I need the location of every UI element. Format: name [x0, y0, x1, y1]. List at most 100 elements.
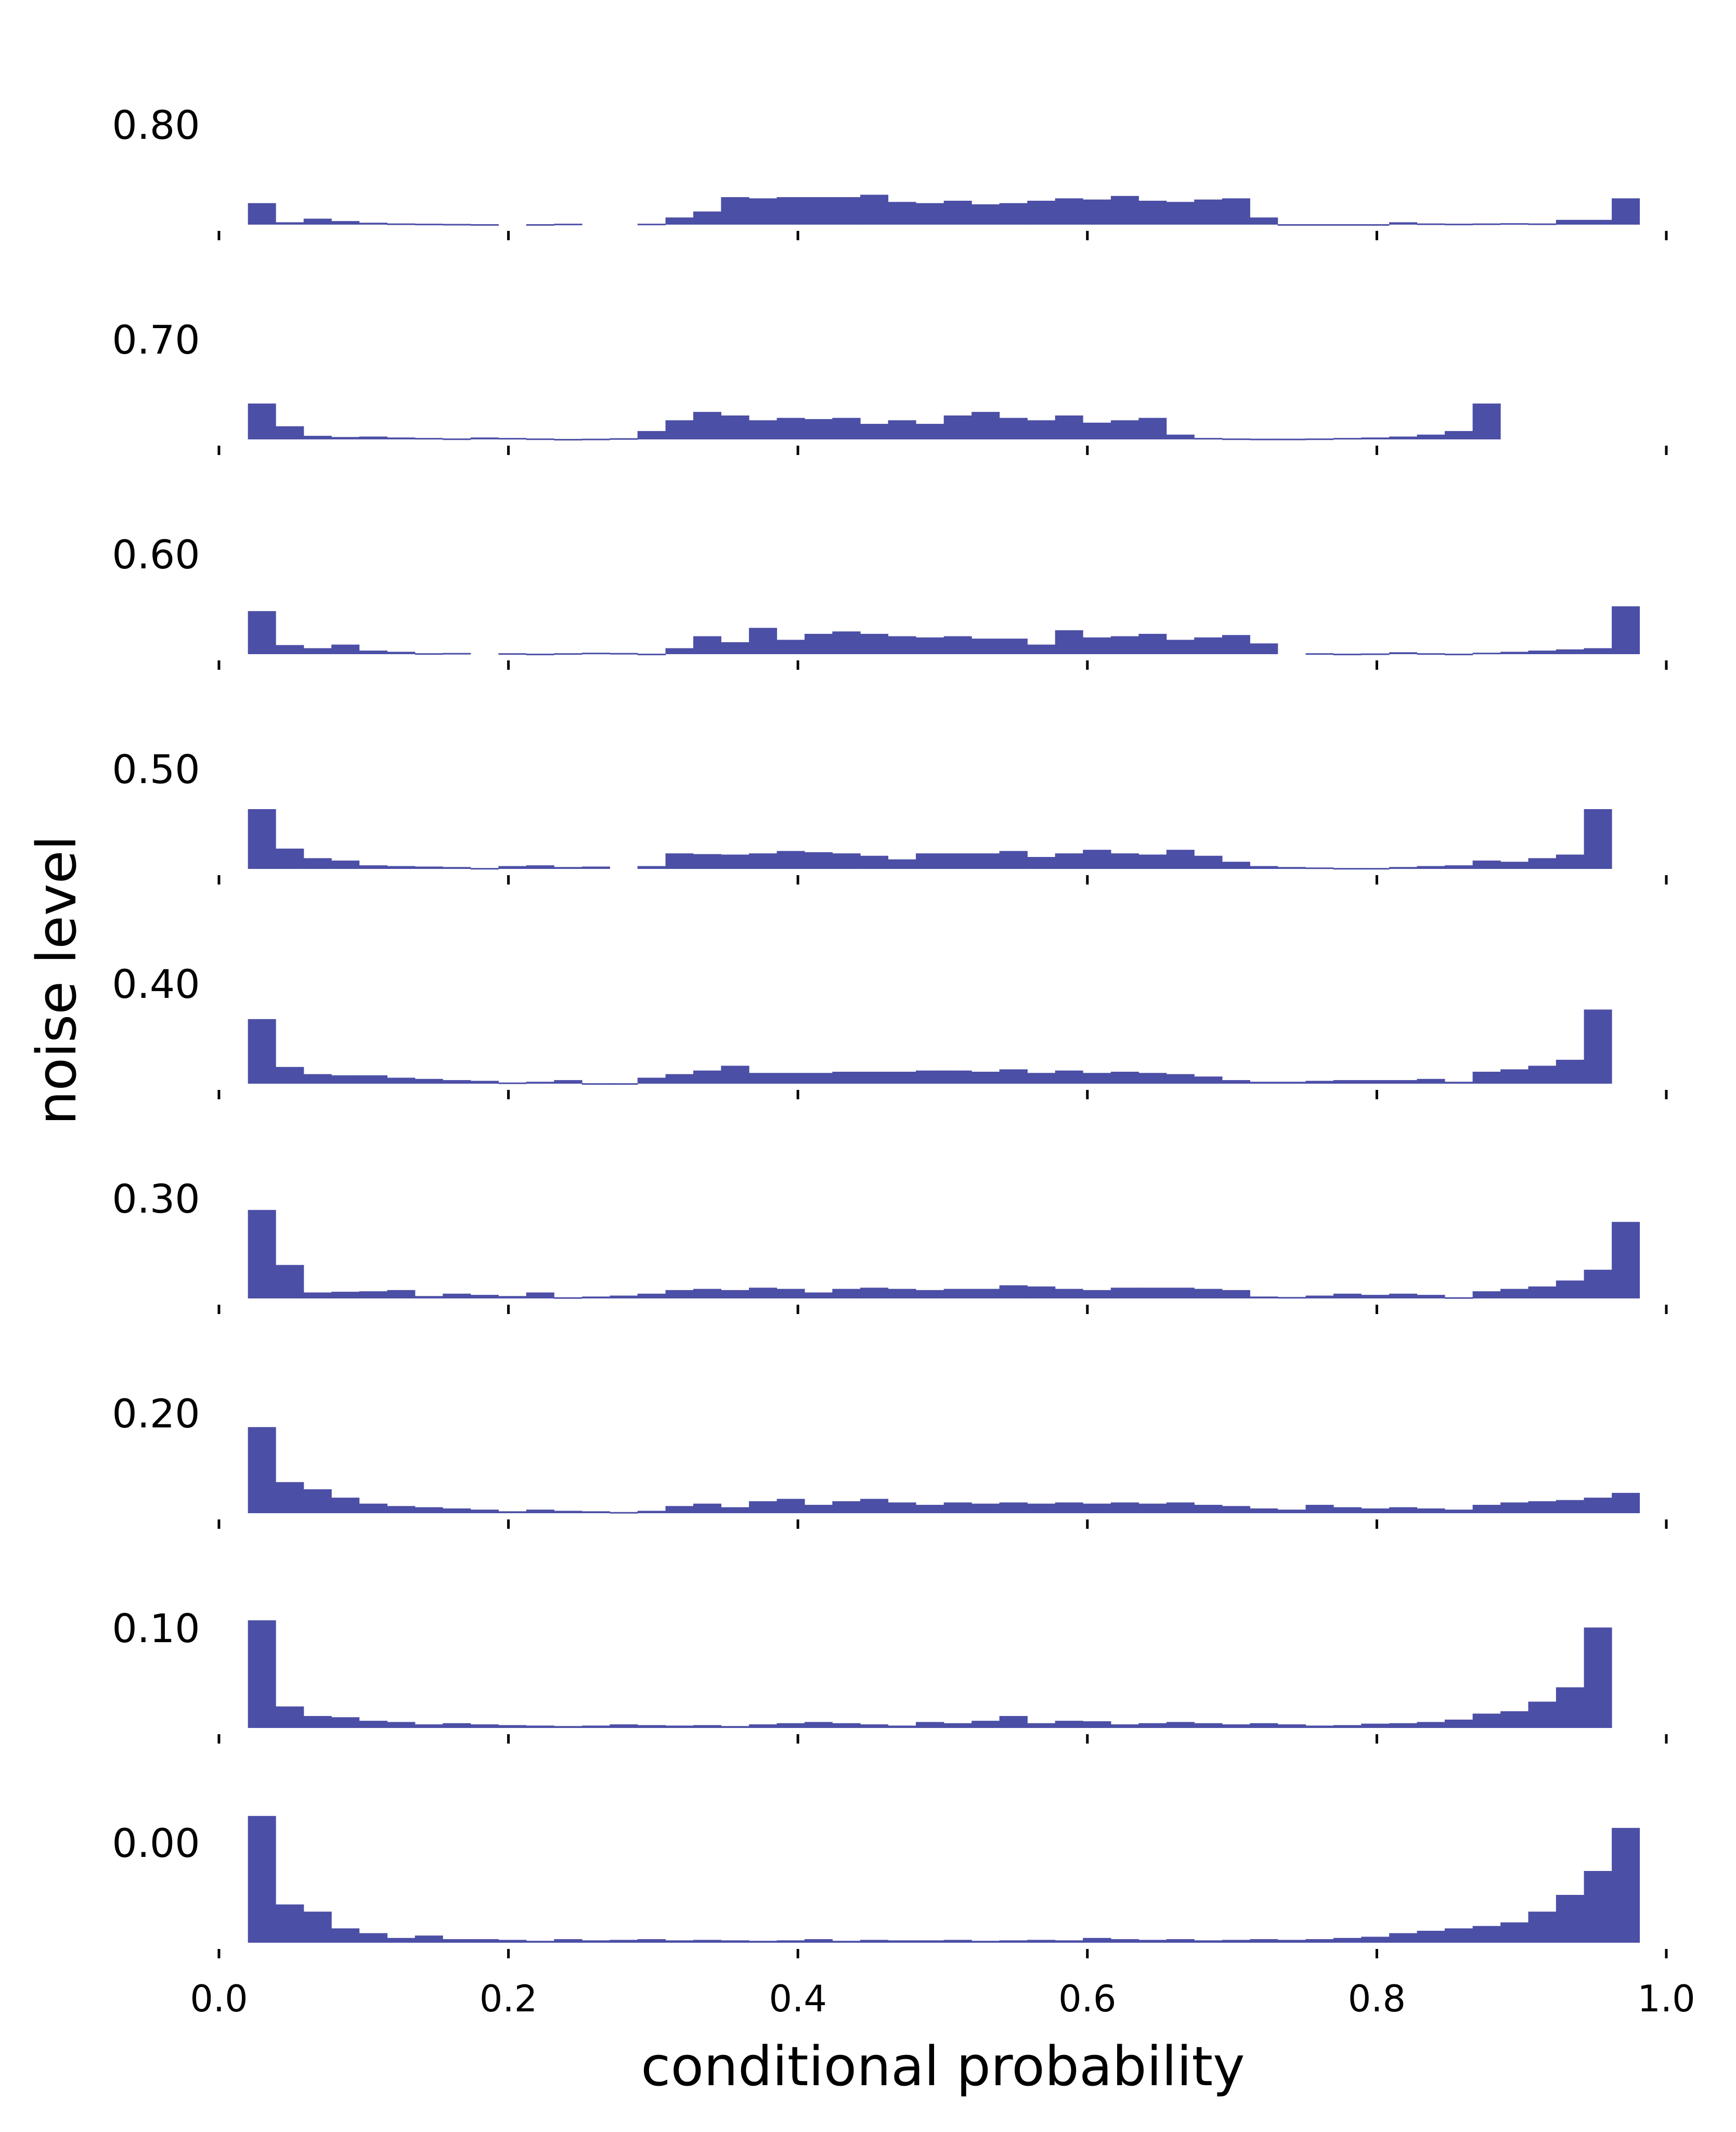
bar — [470, 224, 499, 226]
bar — [1194, 855, 1223, 869]
bar — [916, 1940, 944, 1943]
bar — [1166, 640, 1195, 654]
bar — [776, 197, 805, 225]
bar — [526, 865, 554, 869]
bar — [1472, 223, 1501, 225]
bar — [1333, 868, 1362, 870]
bar — [1417, 653, 1445, 655]
bar — [1584, 219, 1612, 225]
bar — [888, 859, 916, 869]
bar — [805, 633, 833, 654]
bar — [637, 1725, 666, 1728]
bar — [1110, 1502, 1139, 1513]
bar — [1277, 1940, 1306, 1943]
bar — [387, 1722, 416, 1728]
bar — [276, 645, 304, 654]
bar — [1027, 857, 1056, 869]
histogram-row-0.40: 0.40 — [112, 961, 1668, 1099]
bar — [693, 636, 721, 654]
bar — [1110, 1288, 1139, 1298]
bar — [331, 1928, 360, 1943]
bar — [303, 1489, 332, 1513]
bar — [999, 851, 1028, 869]
bar — [331, 1717, 360, 1728]
bar — [1222, 862, 1250, 869]
bar — [1250, 643, 1278, 654]
bar — [805, 1504, 833, 1513]
bar — [1389, 867, 1418, 869]
bar — [387, 652, 416, 654]
x-tick-label: 0.0 — [190, 1978, 248, 2020]
bar — [610, 438, 638, 440]
bar — [693, 211, 721, 225]
bar — [916, 853, 944, 869]
bar — [860, 633, 889, 654]
bar — [860, 1499, 889, 1513]
bar — [1612, 198, 1640, 225]
bar — [721, 1290, 749, 1298]
bar — [860, 1940, 889, 1943]
bar — [971, 1072, 1000, 1084]
bar — [1472, 1504, 1501, 1513]
bar — [1055, 1721, 1083, 1728]
bar — [971, 1941, 1000, 1943]
bar — [1472, 1291, 1501, 1298]
bar — [971, 412, 1000, 439]
bar — [443, 653, 471, 655]
bar — [943, 853, 972, 869]
bar — [1417, 866, 1445, 869]
bar — [582, 438, 610, 440]
bar — [721, 642, 749, 654]
bar — [1110, 1939, 1139, 1943]
histogram-row-0.50: 0.50 — [112, 746, 1668, 885]
bar — [1250, 438, 1278, 440]
bar — [443, 1939, 471, 1943]
bar — [1389, 1080, 1418, 1084]
bar — [248, 1620, 276, 1728]
bar — [387, 1938, 416, 1943]
bar — [1305, 1939, 1334, 1943]
bar — [1277, 867, 1306, 869]
row-label-0.00: 0.00 — [112, 1820, 200, 1866]
bar — [1277, 438, 1306, 440]
bar — [1361, 653, 1390, 655]
bar — [1027, 201, 1056, 225]
bar — [1166, 1288, 1195, 1298]
bar — [248, 1210, 276, 1298]
bar — [637, 431, 666, 439]
histogram-row-0.30: 0.30 — [112, 1176, 1668, 1314]
bar — [303, 1292, 332, 1298]
bar — [776, 640, 805, 654]
bar — [470, 1939, 499, 1943]
bar — [1250, 1296, 1278, 1298]
bar — [888, 1502, 916, 1513]
bar — [776, 418, 805, 439]
bar — [359, 1503, 387, 1513]
bar — [1027, 1723, 1056, 1728]
bar — [331, 1292, 360, 1298]
bar — [749, 1501, 778, 1513]
bar — [665, 1940, 694, 1943]
bar — [1472, 1713, 1501, 1728]
y-axis-title: noise level — [25, 836, 88, 1125]
bar — [1556, 219, 1585, 225]
bar — [665, 1074, 694, 1084]
bar — [832, 631, 861, 654]
bar — [1333, 654, 1362, 656]
bar — [1194, 1940, 1223, 1943]
bar — [526, 1725, 554, 1728]
bar — [1138, 418, 1167, 439]
bar — [1500, 1922, 1529, 1943]
bar — [1333, 1293, 1362, 1298]
bar — [303, 1716, 332, 1728]
bar — [1027, 644, 1056, 654]
bar — [443, 1293, 471, 1298]
bar — [276, 426, 304, 439]
bar — [1083, 637, 1111, 654]
bar — [610, 1512, 638, 1514]
bar — [999, 1716, 1028, 1728]
bar — [749, 1288, 778, 1298]
bar — [1110, 853, 1139, 869]
bar — [776, 1073, 805, 1084]
bar — [276, 1706, 304, 1728]
